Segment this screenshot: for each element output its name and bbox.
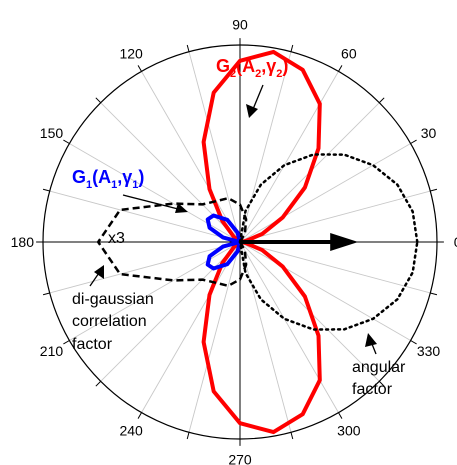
tick-mark-210	[63, 340, 70, 345]
g1-label: G1(A1,γ1)	[72, 167, 144, 191]
zero-direction-arrow	[240, 233, 359, 251]
tick-mark-30	[410, 139, 417, 144]
grid-spoke-30	[239, 143, 411, 243]
series-curve-2	[96, 196, 248, 288]
polar-grid	[36, 38, 444, 446]
x3-label: x3	[108, 230, 125, 247]
annotation-arrows	[89, 84, 377, 355]
digaussian-label-1: di-gaussian	[72, 291, 154, 308]
angular-label-1: angular	[352, 359, 406, 376]
grid-spoke-195	[49, 241, 241, 294]
grid-spoke-285	[239, 241, 292, 433]
grid-spoke-120	[141, 71, 241, 243]
grid-spoke-135	[100, 102, 241, 243]
tick-mark-135	[95, 97, 102, 104]
tick-label-300: 300	[337, 423, 361, 439]
g1-pointer-head	[175, 203, 188, 213]
tick-label-270: 270	[228, 452, 252, 465]
tick-mark-105	[186, 44, 190, 52]
arrow-head	[330, 233, 359, 251]
grid-spoke-60	[239, 71, 339, 243]
angle-tick-labels: 0 30 60 90 120 150 180 210 240 270 300 330	[11, 16, 457, 465]
tick-label-330: 330	[417, 343, 441, 359]
g2-pointer-head	[246, 104, 258, 118]
grid-spoke-330	[239, 241, 411, 341]
grid-spoke-105	[188, 51, 241, 243]
tick-mark-315	[378, 380, 385, 387]
tick-label-240: 240	[119, 423, 143, 439]
tick-mark-120	[137, 65, 142, 72]
tick-mark-240	[137, 412, 142, 419]
tick-label-150: 150	[40, 125, 64, 141]
angular-pointer-head	[365, 333, 377, 347]
tick-mark-60	[338, 65, 343, 72]
tick-mark-195	[42, 292, 50, 296]
tick-mark-285	[290, 432, 294, 440]
grid-spoke-165	[49, 190, 241, 243]
digaussian-pointer-head	[94, 265, 104, 279]
grid-spoke-15	[239, 190, 431, 243]
g2-label: G2(A2,γ2)	[216, 56, 288, 80]
grid-spoke-210	[69, 241, 241, 341]
tick-label-0: 0	[454, 234, 457, 250]
tick-mark-15	[430, 188, 438, 192]
tick-label-210: 210	[40, 343, 64, 359]
tick-mark-45	[378, 97, 385, 104]
tick-label-180: 180	[11, 234, 35, 250]
grid-spoke-75	[239, 51, 292, 243]
grid-spoke-345	[239, 241, 431, 294]
tick-mark-345	[430, 292, 438, 296]
tick-mark-165	[42, 188, 50, 192]
tick-label-30: 30	[421, 125, 437, 141]
tick-mark-150	[63, 139, 70, 144]
tick-mark-300	[338, 412, 343, 419]
grid-spoke-300	[239, 241, 339, 413]
grid-spoke-255	[188, 241, 241, 433]
tick-mark-330	[410, 340, 417, 345]
tick-mark-255	[186, 432, 190, 440]
angular-label-2: factor	[352, 381, 393, 398]
digaussian-label-2: correlation	[72, 313, 147, 330]
tick-label-120: 120	[119, 45, 143, 61]
grid-spoke-150	[69, 143, 241, 243]
grid-spoke-225	[100, 241, 241, 382]
tick-label-60: 60	[341, 45, 357, 61]
digaussian-label-3: factor	[72, 336, 113, 353]
tick-label-90: 90	[232, 16, 248, 32]
grid-spoke-240	[141, 241, 241, 413]
g1-pointer	[122, 194, 183, 211]
tick-mark-225	[95, 380, 102, 387]
tick-mark-75	[290, 44, 294, 52]
